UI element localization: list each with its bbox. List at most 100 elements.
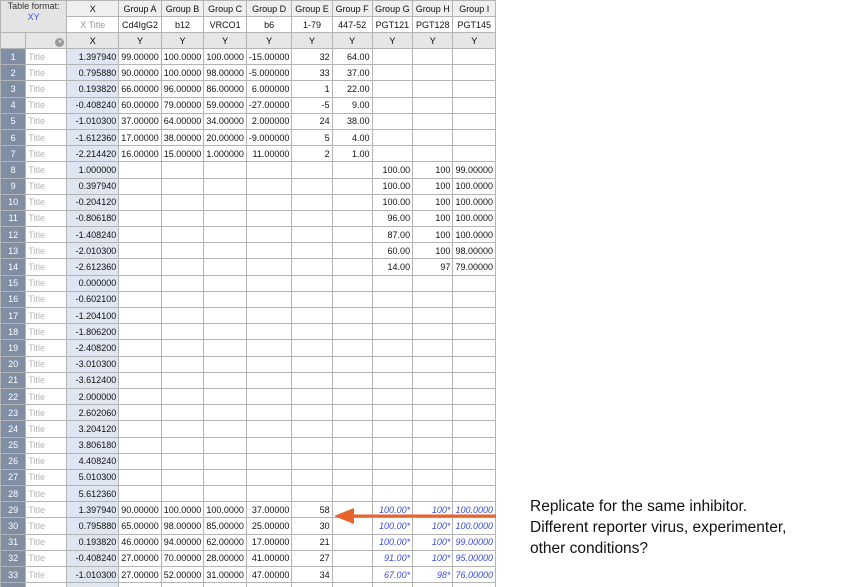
- data-cell[interactable]: [412, 387, 454, 406]
- data-cell[interactable]: 100: [412, 193, 454, 211]
- data-cell[interactable]: [331, 485, 373, 503]
- data-cell[interactable]: [452, 468, 496, 487]
- data-cell[interactable]: [291, 290, 333, 309]
- data-cell[interactable]: [291, 274, 333, 292]
- data-cell[interactable]: [331, 582, 373, 587]
- data-cell[interactable]: [452, 355, 496, 373]
- data-cell[interactable]: [291, 306, 333, 325]
- column-header[interactable]: Group H: [412, 0, 454, 17]
- data-cell[interactable]: [371, 274, 414, 292]
- data-cell[interactable]: 94.00000: [160, 533, 205, 551]
- column-title[interactable]: 1-79: [291, 16, 333, 33]
- data-cell[interactable]: 74*: [412, 582, 454, 587]
- column-title[interactable]: PGT128: [412, 16, 454, 33]
- data-cell[interactable]: [331, 549, 373, 568]
- row-number[interactable]: 15: [0, 274, 27, 292]
- data-cell[interactable]: 27.00000: [118, 565, 162, 584]
- row-number[interactable]: 31: [0, 533, 27, 551]
- data-cell[interactable]: [412, 323, 454, 341]
- data-cell[interactable]: [371, 420, 414, 438]
- row-number[interactable]: 14: [0, 258, 27, 276]
- data-cell[interactable]: [452, 145, 496, 163]
- data-cell[interactable]: [331, 420, 373, 438]
- data-cell[interactable]: [452, 485, 496, 503]
- data-cell[interactable]: [291, 177, 333, 195]
- row-number[interactable]: 24: [0, 420, 27, 438]
- table-format-box[interactable]: Table format: XY: [0, 0, 68, 33]
- data-cell[interactable]: 97: [412, 258, 454, 276]
- data-cell[interactable]: [291, 193, 333, 211]
- data-cell[interactable]: [331, 306, 373, 325]
- data-cell[interactable]: [291, 323, 333, 341]
- column-title[interactable]: PGT145: [452, 16, 496, 33]
- data-cell[interactable]: -1.408240: [66, 226, 120, 244]
- data-cell[interactable]: 41.00000: [245, 549, 293, 568]
- data-cell[interactable]: [160, 468, 205, 487]
- data-cell[interactable]: [291, 485, 333, 503]
- data-cell[interactable]: 38.00000: [160, 128, 205, 147]
- data-cell[interactable]: 2.000000: [66, 387, 120, 406]
- data-cell[interactable]: [331, 565, 373, 584]
- data-cell[interactable]: [452, 112, 496, 130]
- row-title-cell[interactable]: Title: [25, 339, 68, 357]
- data-cell[interactable]: [331, 355, 373, 373]
- data-cell[interactable]: [245, 193, 293, 211]
- data-cell[interactable]: [160, 161, 205, 179]
- data-cell[interactable]: [118, 420, 162, 438]
- data-cell[interactable]: [118, 209, 162, 228]
- row-title-cell[interactable]: Title: [25, 177, 68, 195]
- data-cell[interactable]: [452, 47, 496, 66]
- data-cell[interactable]: 0.193820: [66, 80, 120, 98]
- data-cell[interactable]: 37.00000: [118, 112, 162, 130]
- data-cell[interactable]: 5.010300: [66, 468, 120, 487]
- data-cell[interactable]: [371, 290, 414, 309]
- data-cell[interactable]: [452, 387, 496, 406]
- data-cell[interactable]: -0.602100: [66, 290, 120, 309]
- data-cell[interactable]: [203, 226, 247, 244]
- data-cell[interactable]: 32: [291, 47, 333, 66]
- data-cell[interactable]: [160, 371, 205, 389]
- data-cell[interactable]: [245, 387, 293, 406]
- data-cell[interactable]: 79.00000: [160, 96, 205, 114]
- row-title-cell[interactable]: Title: [25, 565, 68, 584]
- row-title-cell[interactable]: Title: [25, 501, 68, 519]
- row-number[interactable]: 5: [0, 112, 27, 130]
- data-cell[interactable]: [412, 355, 454, 373]
- data-cell[interactable]: 8.000000: [203, 582, 247, 587]
- data-cell[interactable]: [452, 339, 496, 357]
- data-cell[interactable]: 100.00: [371, 193, 414, 211]
- data-cell[interactable]: [245, 468, 293, 487]
- data-cell[interactable]: [245, 452, 293, 470]
- data-cell[interactable]: [160, 226, 205, 244]
- data-cell[interactable]: [203, 436, 247, 454]
- row-number[interactable]: 1: [0, 47, 27, 66]
- data-cell[interactable]: 64.00: [331, 47, 373, 66]
- data-cell[interactable]: [371, 468, 414, 487]
- data-cell[interactable]: [331, 274, 373, 292]
- row-number[interactable]: 11: [0, 209, 27, 228]
- data-cell[interactable]: 2.000000: [245, 112, 293, 130]
- data-cell[interactable]: 0.193820: [66, 533, 120, 551]
- data-cell[interactable]: -5: [291, 96, 333, 114]
- data-cell[interactable]: [331, 193, 373, 211]
- data-cell[interactable]: -3.010300: [66, 355, 120, 373]
- data-cell[interactable]: [160, 193, 205, 211]
- data-cell[interactable]: [203, 339, 247, 357]
- row-title-cell[interactable]: Title: [25, 145, 68, 163]
- row-title-cell[interactable]: Title: [25, 436, 68, 454]
- data-cell[interactable]: [118, 468, 162, 487]
- data-cell[interactable]: [412, 436, 454, 454]
- data-cell[interactable]: [118, 161, 162, 179]
- row-number[interactable]: 29: [0, 501, 27, 519]
- data-cell[interactable]: 17.00000: [118, 128, 162, 147]
- data-cell[interactable]: [291, 468, 333, 487]
- data-cell[interactable]: -1: [291, 582, 333, 587]
- data-cell[interactable]: 0.000000: [66, 274, 120, 292]
- data-cell[interactable]: [160, 404, 205, 422]
- data-cell[interactable]: 47.00000: [245, 565, 293, 584]
- data-cell[interactable]: [371, 355, 414, 373]
- data-cell[interactable]: [452, 128, 496, 147]
- data-cell[interactable]: -0.806180: [66, 209, 120, 228]
- row-number[interactable]: 13: [0, 242, 27, 260]
- data-cell[interactable]: [412, 290, 454, 309]
